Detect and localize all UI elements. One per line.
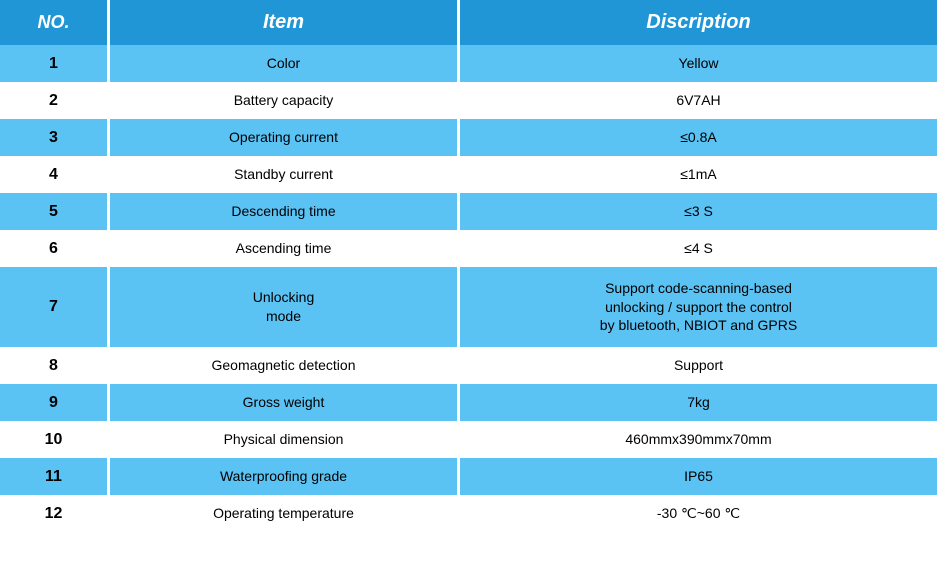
spec-table: NO. Item Discription 1ColorYellow2Batter… bbox=[0, 0, 937, 532]
cell-desc: 7kg bbox=[460, 384, 937, 421]
cell-item: Descending time bbox=[110, 193, 460, 230]
table-row: 9Gross weight7kg bbox=[0, 384, 937, 421]
cell-no: 7 bbox=[0, 267, 110, 347]
cell-no: 11 bbox=[0, 458, 110, 495]
table-row: 2Battery capacity6V7AH bbox=[0, 82, 937, 119]
cell-item: Geomagnetic detection bbox=[110, 347, 460, 384]
cell-no: 1 bbox=[0, 45, 110, 82]
table-row: 4Standby current≤1mA bbox=[0, 156, 937, 193]
cell-no: 2 bbox=[0, 82, 110, 119]
cell-desc: ≤3 S bbox=[460, 193, 937, 230]
cell-desc: 460mmx390mmx70mm bbox=[460, 421, 937, 458]
cell-item: Physical dimension bbox=[110, 421, 460, 458]
cell-desc: Yellow bbox=[460, 45, 937, 82]
cell-item: Standby current bbox=[110, 156, 460, 193]
cell-desc: Support code-scanning-based unlocking / … bbox=[460, 267, 937, 347]
table-row: 6Ascending time≤4 S bbox=[0, 230, 937, 267]
cell-desc: -30 ℃~60 ℃ bbox=[460, 495, 937, 532]
cell-desc: ≤1mA bbox=[460, 156, 937, 193]
cell-item: Waterproofing grade bbox=[110, 458, 460, 495]
table-row: 7Unlocking modeSupport code-scanning-bas… bbox=[0, 267, 937, 347]
cell-no: 8 bbox=[0, 347, 110, 384]
table-row: 3Operating current≤0.8A bbox=[0, 119, 937, 156]
cell-item: Operating temperature bbox=[110, 495, 460, 532]
cell-desc: 6V7AH bbox=[460, 82, 937, 119]
cell-desc: ≤0.8A bbox=[460, 119, 937, 156]
cell-item: Ascending time bbox=[110, 230, 460, 267]
cell-no: 3 bbox=[0, 119, 110, 156]
cell-no: 9 bbox=[0, 384, 110, 421]
cell-item: Color bbox=[110, 45, 460, 82]
cell-item: Battery capacity bbox=[110, 82, 460, 119]
cell-item: Operating current bbox=[110, 119, 460, 156]
header-no: NO. bbox=[0, 0, 110, 45]
cell-desc: IP65 bbox=[460, 458, 937, 495]
table-row: 5Descending time≤3 S bbox=[0, 193, 937, 230]
cell-desc: ≤4 S bbox=[460, 230, 937, 267]
table-header-row: NO. Item Discription bbox=[0, 0, 937, 45]
header-item: Item bbox=[110, 0, 460, 45]
cell-no: 5 bbox=[0, 193, 110, 230]
cell-no: 10 bbox=[0, 421, 110, 458]
table-body: 1ColorYellow2Battery capacity6V7AH3Opera… bbox=[0, 45, 937, 532]
table-row: 8Geomagnetic detectionSupport bbox=[0, 347, 937, 384]
cell-desc: Support bbox=[460, 347, 937, 384]
cell-item: Unlocking mode bbox=[110, 267, 460, 347]
table-row: 1ColorYellow bbox=[0, 45, 937, 82]
table-row: 10Physical dimension460mmx390mmx70mm bbox=[0, 421, 937, 458]
cell-no: 4 bbox=[0, 156, 110, 193]
cell-item: Gross weight bbox=[110, 384, 460, 421]
header-desc: Discription bbox=[460, 0, 937, 45]
table-row: 12Operating temperature-30 ℃~60 ℃ bbox=[0, 495, 937, 532]
cell-no: 12 bbox=[0, 495, 110, 532]
table-row: 11Waterproofing gradeIP65 bbox=[0, 458, 937, 495]
cell-no: 6 bbox=[0, 230, 110, 267]
